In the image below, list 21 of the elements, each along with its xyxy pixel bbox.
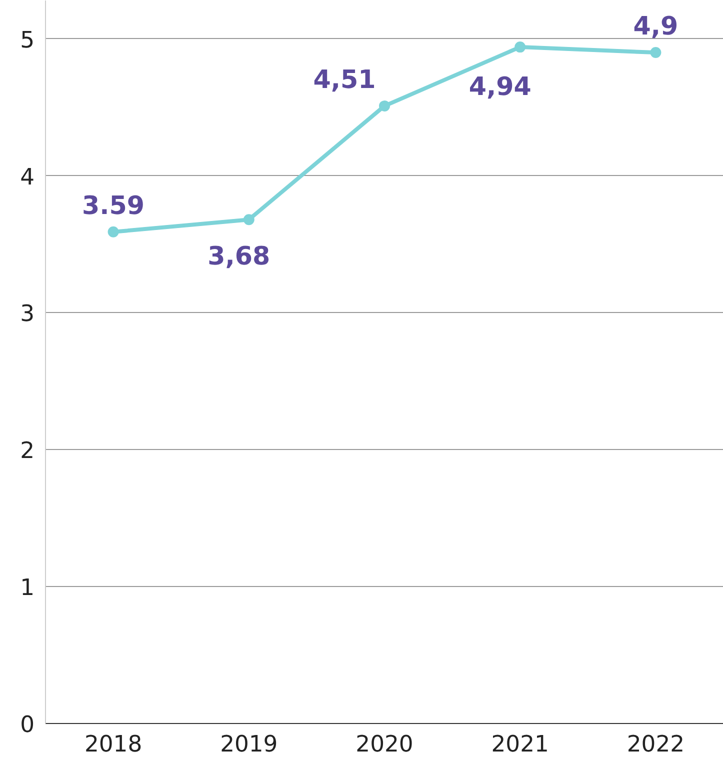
y-tick-label: 3 <box>20 301 35 328</box>
point <box>379 100 390 112</box>
x-tick-label: 2021 <box>491 732 549 758</box>
point <box>514 42 526 53</box>
y-tick-label: 1 <box>20 575 35 602</box>
point <box>243 214 254 226</box>
y-tick-label: 5 <box>20 27 35 54</box>
x-tick-label: 2019 <box>220 732 278 758</box>
y-tick-label: 4 <box>20 164 35 190</box>
y-tick-label: 2 <box>20 438 35 464</box>
data-label: 3,68 <box>208 240 270 271</box>
data-label: 4,9 <box>633 10 678 41</box>
data-label: 4,51 <box>313 64 376 94</box>
data-label: 3.59 <box>82 190 145 220</box>
x-tick-label: 2018 <box>84 732 142 758</box>
data-label: 4,94 <box>468 71 532 102</box>
x-tick-label: 2020 <box>356 732 414 758</box>
x-tick-label: 2022 <box>626 732 685 758</box>
point <box>650 47 662 58</box>
y-tick-label: 0 <box>20 712 35 738</box>
point <box>108 226 119 238</box>
